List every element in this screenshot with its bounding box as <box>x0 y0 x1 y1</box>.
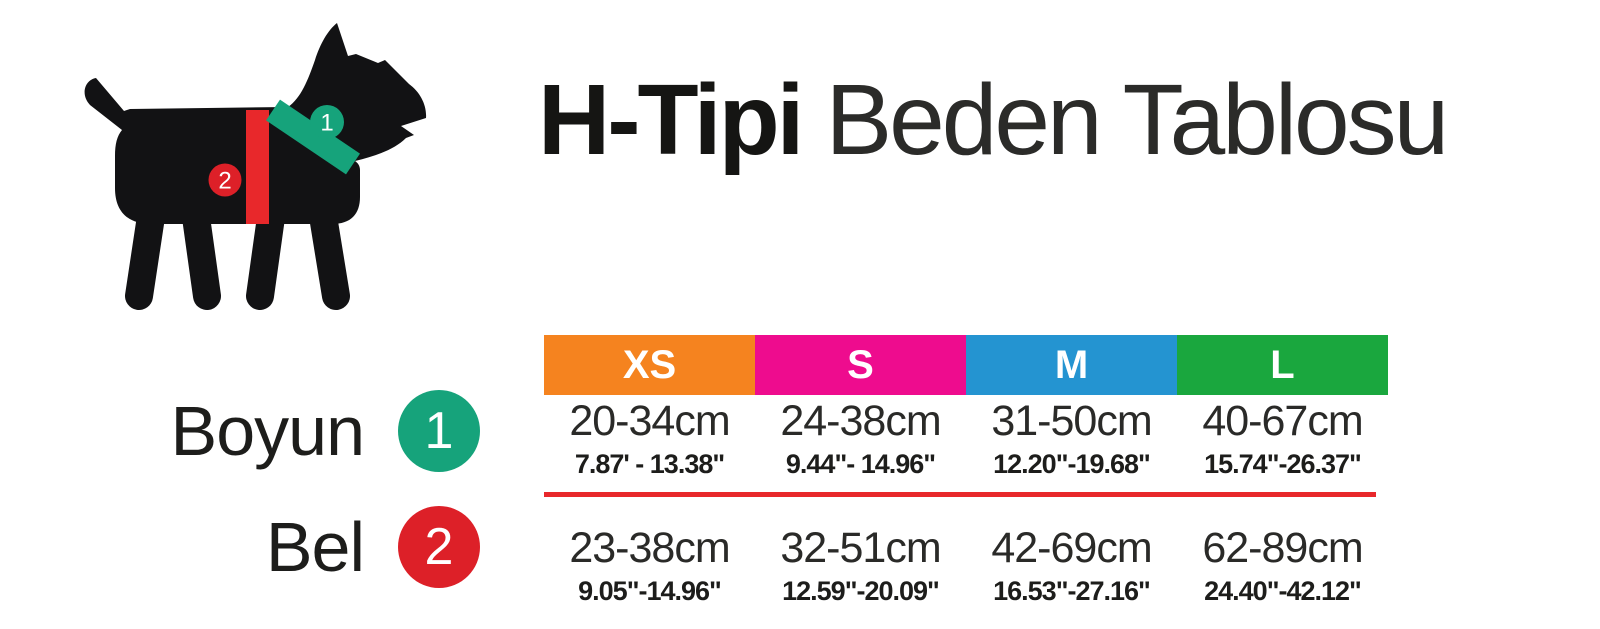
bel-s-inch: 12.59"-20.09" <box>782 576 940 606</box>
bel-marker-number: 2 <box>424 517 454 576</box>
boyun-label: Boyun <box>170 391 365 470</box>
waist-strap <box>246 110 269 224</box>
row-label-boyun: Boyun 1 <box>100 389 480 472</box>
boyun-l-inch: 15.74"-26.37" <box>1204 449 1362 479</box>
boyun-l-cell: 40-67cm 15.74"-26.37" <box>1177 400 1388 478</box>
boyun-xs-cell: 20-34cm 7.87' - 13.38" <box>544 400 755 478</box>
neck-strap <box>266 99 360 175</box>
dog-marker-2-number: 2 <box>218 168 231 195</box>
size-header-xs: XS <box>544 335 755 395</box>
boyun-marker-badge: 1 <box>398 389 480 472</box>
bel-m-cell: 42-69cm 16.53"-27.16" <box>966 527 1177 605</box>
dog-legs <box>125 196 350 310</box>
size-header-m: M <box>966 335 1177 395</box>
boyun-l-cm: 40-67cm <box>1202 397 1363 445</box>
size-header-s: S <box>755 335 966 395</box>
boyun-s-cm: 24-38cm <box>780 397 941 445</box>
bel-data-row: 23-38cm 9.05"-14.96" 32-51cm 12.59"-20.0… <box>544 527 1388 605</box>
bel-l-cell: 62-89cm 24.40"-42.12" <box>1177 527 1388 605</box>
dog-marker-1-number: 1 <box>320 110 333 137</box>
page-title: H-Tipi Beden Tablosu <box>538 58 1449 183</box>
bel-label: Bel <box>265 507 365 586</box>
bel-m-inch: 16.53"-27.16" <box>993 576 1151 606</box>
boyun-data-row: 20-34cm 7.87' - 13.38" 24-38cm 9.44"- 14… <box>544 400 1388 478</box>
bel-s-cm: 32-51cm <box>780 524 941 572</box>
size-header-row: XS S M L <box>544 335 1388 395</box>
boyun-m-cell: 31-50cm 12.20"-19.68" <box>966 400 1177 478</box>
boyun-xs-cm: 20-34cm <box>569 397 730 445</box>
title-text: Beden Tablosu <box>825 64 1449 176</box>
dog-harness-diagram: 1 2 <box>84 23 427 310</box>
bel-xs-cell: 23-38cm 9.05"-14.96" <box>544 527 755 605</box>
boyun-m-inch: 12.20"-19.68" <box>993 449 1151 479</box>
boyun-xs-inch: 7.87' - 13.38" <box>574 449 725 479</box>
bel-xs-inch: 9.05"-14.96" <box>578 576 722 606</box>
boyun-m-cm: 31-50cm <box>991 397 1152 445</box>
bel-s-cell: 32-51cm 12.59"-20.09" <box>755 527 966 605</box>
bel-xs-cm: 23-38cm <box>569 524 730 572</box>
dog-marker-1: 1 <box>310 105 344 139</box>
bel-m-cm: 42-69cm <box>991 524 1152 572</box>
boyun-s-inch: 9.44"- 14.96" <box>785 449 936 479</box>
boyun-s-cell: 24-38cm 9.44"- 14.96" <box>755 400 966 478</box>
boyun-marker-number: 1 <box>424 401 454 460</box>
size-header-l: L <box>1177 335 1388 395</box>
bel-marker-badge: 2 <box>398 505 480 588</box>
title-product-type: H-Tipi <box>538 64 804 176</box>
row-divider-line <box>544 492 1376 497</box>
row-label-bel: Bel 2 <box>100 505 480 588</box>
dog-marker-2: 2 <box>208 163 242 197</box>
bel-l-cm: 62-89cm <box>1202 524 1363 572</box>
bel-l-inch: 24.40"-42.12" <box>1204 576 1362 606</box>
